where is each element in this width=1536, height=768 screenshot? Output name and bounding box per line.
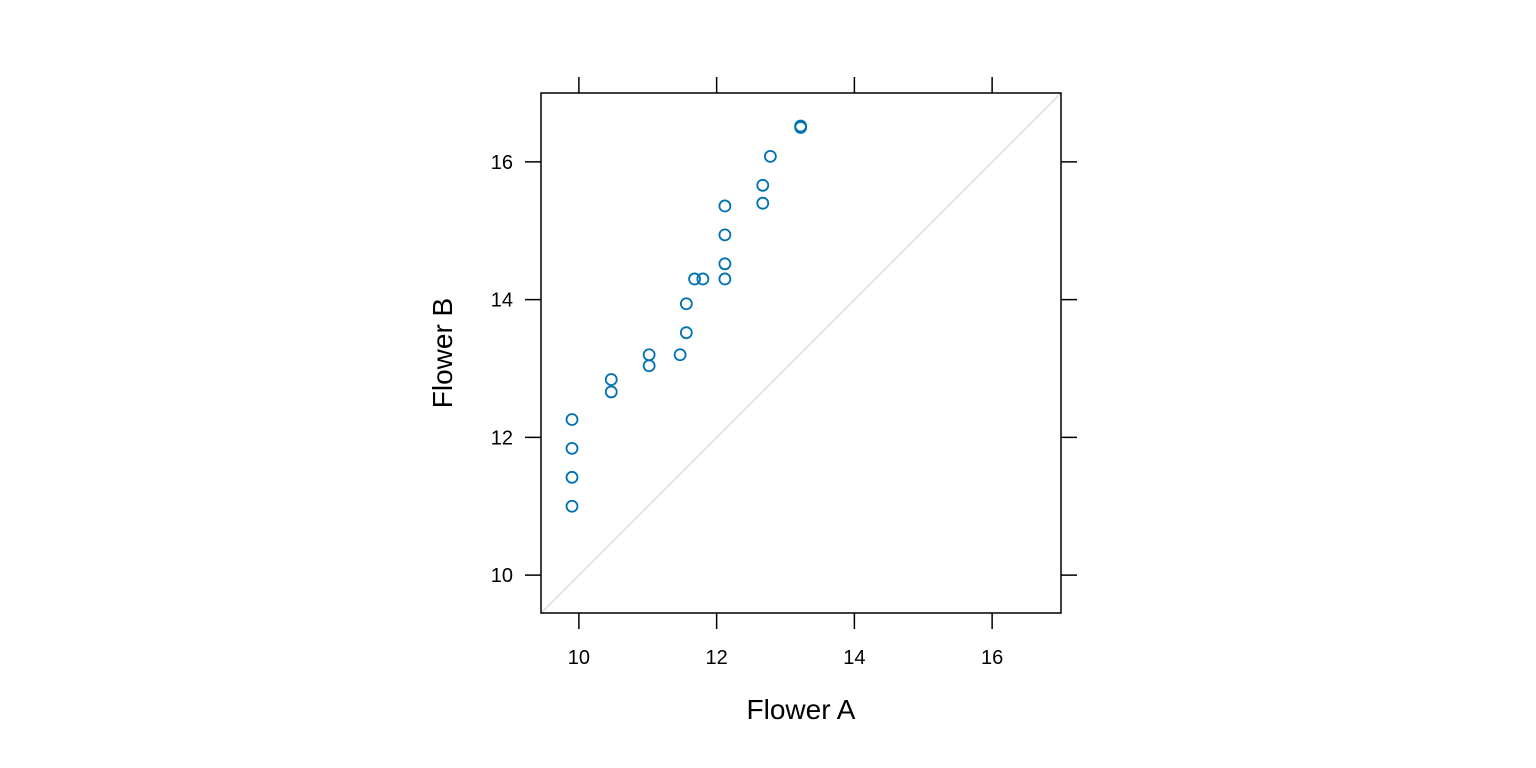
data-point (718, 228, 732, 242)
data-point (642, 359, 656, 373)
data-point (642, 348, 656, 362)
x-tick-label: 14 (843, 647, 865, 669)
data-point (565, 499, 579, 513)
x-tick-label: 10 (568, 647, 590, 669)
axis-ticks: 10 10 12 12 14 14 16 16 (491, 77, 1077, 669)
data-point (794, 119, 808, 133)
y-tick-label: 16 (491, 152, 513, 174)
data-point (763, 149, 777, 163)
x-tick-label: 16 (981, 647, 1003, 669)
data-point (688, 272, 701, 286)
y-tick-label: 12 (491, 427, 513, 449)
data-point (604, 373, 618, 386)
data-point (565, 441, 579, 455)
data-point (679, 326, 693, 340)
data-point (673, 348, 687, 362)
data-point (679, 297, 693, 311)
plot-panel (540, 92, 1062, 614)
y-tick-label: 14 (491, 290, 513, 312)
data-point (718, 257, 732, 271)
x-axis-title: Flower A (747, 694, 856, 725)
y-tick-label: 10 (491, 565, 513, 587)
data-point (696, 272, 710, 286)
y-axis-title: Flower B (427, 298, 458, 408)
data-point (718, 272, 732, 286)
data-point (756, 196, 770, 210)
data-point (604, 385, 618, 399)
reference-line (540, 92, 1062, 614)
data-point (718, 199, 732, 213)
x-tick-label: 12 (706, 647, 728, 669)
data-point (565, 470, 579, 484)
points-layer (565, 119, 808, 513)
data-point (565, 413, 579, 426)
data-point (756, 178, 770, 192)
